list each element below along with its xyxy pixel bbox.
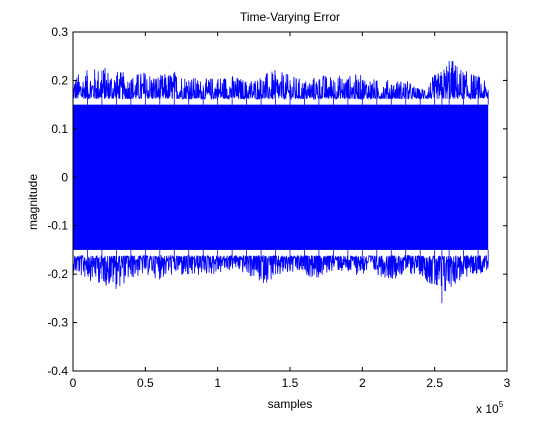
x-tick-label: 3 [504,376,511,390]
chart-title: Time-Varying Error [240,10,340,24]
series-lower-spikes [72,249,489,304]
x-tick-label: 2 [359,376,366,390]
x-multiplier-label: x 105 [476,400,504,416]
y-tick-label: 0.1 [51,122,68,136]
y-tick-label: -0.2 [47,267,68,281]
y-axis-label: magnitude [26,174,40,230]
y-tick-label: 0.3 [51,25,68,39]
x-multiplier-base: x 10 [476,402,499,416]
series-upper-spikes [72,60,489,105]
x-multiplier-exponent: 5 [499,400,504,409]
x-tick-label: 1 [214,376,221,390]
y-ticks: -0.4 -0.3 -0.2 -0.1 0 0.1 0.2 0.3 [47,25,507,378]
series-layer [72,60,489,304]
series-dense-band [73,104,489,250]
x-tick-label: 0 [70,376,77,390]
x-tick-label: 2.5 [426,376,443,390]
y-tick-label: -0.3 [47,316,68,330]
y-tick-label: 0.2 [51,73,68,87]
y-tick-label: -0.1 [47,219,68,233]
x-tick-label: 0.5 [137,376,154,390]
x-tick-label: 1.5 [282,376,299,390]
x-axis-label: samples [268,397,313,411]
x-ticks: 0 0.5 1 1.5 2 2.5 3 [70,32,511,390]
y-tick-label: -0.4 [47,364,68,378]
y-tick-label: 0 [61,170,68,184]
